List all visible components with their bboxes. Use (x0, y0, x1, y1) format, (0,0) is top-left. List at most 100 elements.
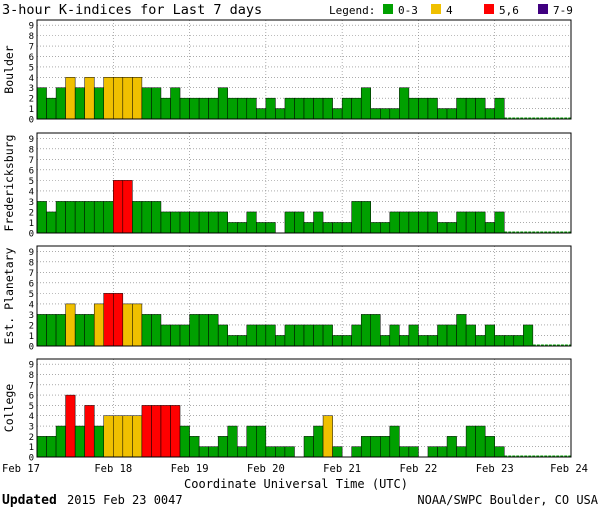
bar-0-16 (189, 97, 200, 120)
bar-1-22 (246, 211, 257, 234)
bar-1-6 (93, 201, 105, 234)
bar-0-15 (179, 97, 190, 120)
bar-1-33 (351, 201, 362, 234)
bar-3-20 (227, 425, 238, 458)
legend-swatch-3 (538, 4, 548, 14)
y-tick-label: 2 (29, 208, 34, 218)
y-tick-label: 9 (29, 361, 34, 371)
bar-2-32 (341, 335, 352, 347)
bar-1-43 (446, 222, 457, 234)
bar-2-29 (313, 324, 324, 347)
bar-3-10 (132, 415, 143, 458)
bar-3-6 (93, 425, 105, 458)
bar-2-1 (46, 314, 57, 347)
bar-3-17 (198, 446, 209, 458)
bar-1-19 (217, 211, 228, 234)
bar-3-13 (160, 405, 171, 458)
bar-0-24 (265, 97, 276, 120)
legend-item-1: 4 (446, 4, 453, 17)
bar-2-51 (523, 324, 534, 347)
bar-1-42 (437, 222, 448, 234)
bar-0-11 (141, 87, 152, 120)
bar-0-3 (65, 77, 76, 120)
bar-1-46 (475, 211, 486, 234)
bar-2-30 (322, 324, 333, 347)
bar-1-28 (303, 222, 314, 234)
bar-3-1 (46, 436, 57, 458)
bar-0-37 (389, 108, 400, 120)
station-label-0: Boulder (2, 45, 16, 94)
station-label-1: Fredericksburg (2, 135, 16, 232)
bar-0-43 (446, 108, 457, 120)
bar-0-46 (475, 97, 486, 120)
bar-1-9 (122, 180, 133, 234)
bar-1-4 (74, 201, 85, 234)
bar-2-31 (332, 335, 343, 347)
bar-2-42 (437, 324, 448, 347)
panel-frame-2 (36, 245, 572, 347)
bar-3-41 (427, 446, 438, 458)
bar-1-32 (341, 222, 352, 234)
bar-3-25 (275, 446, 286, 458)
bar-0-5 (84, 77, 95, 120)
bar-3-46 (475, 425, 486, 458)
bar-2-12 (151, 314, 162, 347)
legend-label: Legend: (329, 4, 375, 17)
bar-1-21 (237, 222, 248, 234)
panel-frame-1 (36, 132, 572, 234)
y-tick-label: 3 (29, 311, 34, 321)
y-tick-label: 8 (29, 145, 34, 155)
bar-3-29 (313, 425, 324, 458)
bar-0-19 (217, 87, 228, 120)
y-tick-label: 7 (29, 381, 34, 391)
bar-1-41 (427, 211, 438, 234)
bar-0-45 (465, 97, 476, 120)
bar-3-33 (351, 446, 362, 458)
bar-2-50 (513, 335, 524, 347)
bar-2-35 (370, 314, 381, 347)
bar-0-25 (275, 108, 286, 120)
bar-0-36 (380, 108, 391, 120)
bar-1-3 (65, 201, 76, 234)
y-tick-label: 7 (29, 156, 34, 166)
bar-2-5 (84, 314, 95, 347)
bar-0-39 (408, 97, 419, 120)
bar-3-9 (122, 415, 133, 458)
bar-3-12 (151, 405, 162, 458)
bar-0-0 (36, 87, 47, 120)
bar-1-48 (494, 211, 505, 234)
y-tick-label: 5 (29, 290, 34, 300)
bar-1-13 (160, 211, 171, 234)
bar-2-26 (284, 324, 295, 347)
bar-1-15 (179, 211, 190, 234)
bar-2-0 (36, 314, 47, 347)
bar-3-48 (494, 446, 505, 458)
bar-3-31 (332, 446, 343, 458)
bar-3-21 (237, 446, 248, 458)
y-tick-label: 9 (29, 22, 34, 32)
x-tick-label: Feb 21 (323, 463, 361, 475)
y-tick-label: 3 (29, 84, 34, 94)
bar-0-31 (332, 108, 343, 120)
bar-0-35 (370, 108, 381, 120)
bar-2-45 (465, 324, 476, 347)
bar-1-8 (113, 180, 124, 234)
panel-frame-3 (36, 358, 572, 458)
bar-3-14 (170, 405, 181, 458)
bar-3-15 (179, 425, 190, 458)
bar-1-29 (313, 211, 324, 234)
x-tick-label: Feb 18 (94, 463, 132, 475)
bar-2-27 (294, 324, 305, 347)
bar-1-2 (55, 201, 66, 234)
y-tick-label: 6 (29, 166, 34, 176)
bar-3-23 (256, 425, 267, 458)
y-tick-label: 2 (29, 95, 34, 105)
bar-0-18 (208, 97, 219, 120)
bar-0-44 (456, 97, 467, 120)
bar-0-26 (284, 97, 295, 120)
bar-1-24 (265, 222, 276, 234)
bar-0-4 (74, 87, 85, 120)
legend-swatch-0 (383, 4, 393, 14)
bar-0-6 (93, 87, 105, 120)
